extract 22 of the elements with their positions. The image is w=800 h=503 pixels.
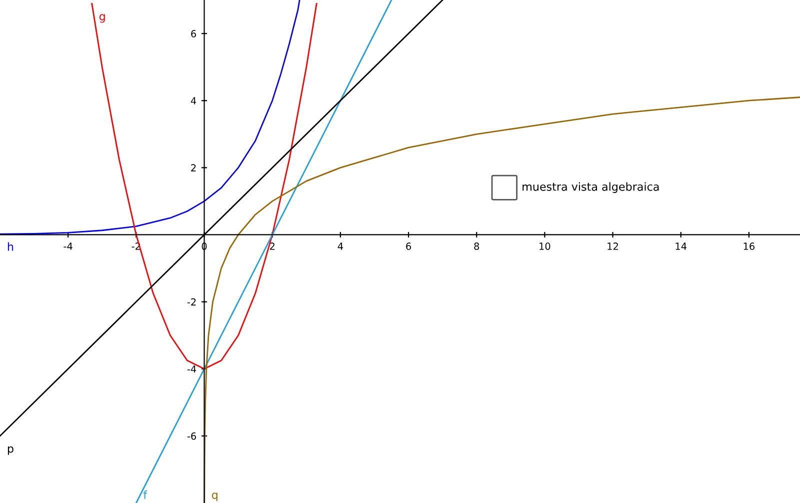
x-tick-label: 14 xyxy=(676,242,686,250)
series-label: g xyxy=(99,14,105,23)
x-tick-label: 16 xyxy=(744,242,755,250)
y-tick-label: 4 xyxy=(190,97,196,104)
y-tick-label: -2 xyxy=(187,298,196,306)
x-tick-label: 10 xyxy=(540,242,550,250)
y-tick-label: 6 xyxy=(191,30,196,38)
annotation: muestra vista algebraica xyxy=(522,182,659,193)
y-tick-label: -4 xyxy=(187,365,196,373)
y-tick-label: 2 xyxy=(191,164,196,172)
y-tick-label: -6 xyxy=(187,432,196,440)
line-series xyxy=(0,0,300,235)
x-tick-label: 12 xyxy=(608,242,618,250)
x-tick-label: -4 xyxy=(64,242,72,250)
x-tick-label: 8 xyxy=(474,242,480,250)
x-tick-label: 2 xyxy=(270,242,274,250)
series-label: f xyxy=(143,490,148,499)
x-tick-label: 6 xyxy=(406,242,411,250)
x-tick-label: 4 xyxy=(338,242,343,250)
series-label: p xyxy=(8,446,14,455)
series-label: q xyxy=(212,492,218,502)
series-label: h xyxy=(8,242,14,251)
